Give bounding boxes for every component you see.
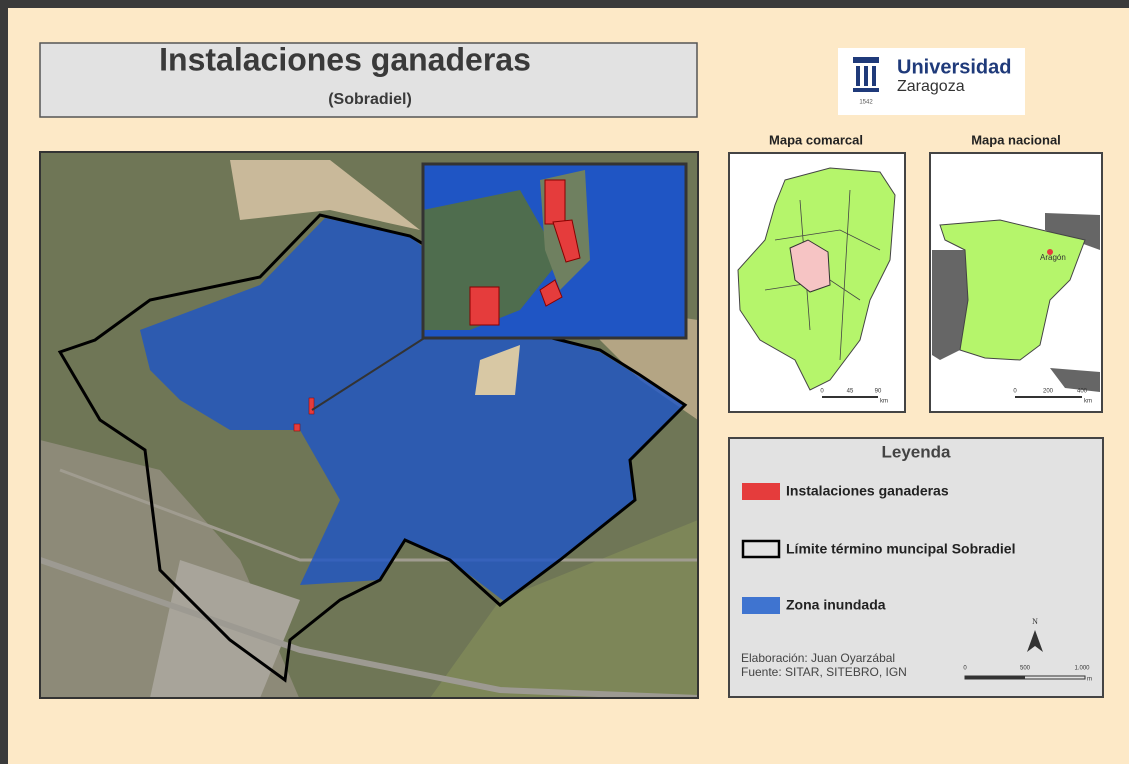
- scale-label: 45: [847, 389, 854, 395]
- scale-label: 400: [1077, 389, 1088, 395]
- livestock-facility: [309, 398, 314, 414]
- logo-year: 1542: [859, 100, 873, 106]
- scale-label: 90: [875, 389, 882, 395]
- scale-label: 1.000: [1074, 666, 1090, 672]
- map-layout: Instalaciones ganaderas (Sobradiel) 1542…: [0, 0, 1129, 764]
- scale-unit: m: [1087, 677, 1092, 683]
- map-title: Instalaciones ganaderas: [159, 41, 531, 77]
- inset-map: [423, 164, 686, 338]
- logo-name: Universidad: [897, 56, 1011, 78]
- aragon-label: Aragón: [1040, 253, 1066, 262]
- scale-label: 500: [1020, 666, 1031, 672]
- regional-map-title: Mapa comarcal: [769, 132, 863, 147]
- logo-city: Zaragoza: [897, 78, 965, 95]
- legend-label: Instalaciones ganaderas: [786, 483, 949, 499]
- livestock-facility: [470, 287, 499, 325]
- national-map-title: Mapa nacional: [971, 132, 1061, 147]
- scale-label: 200: [1043, 389, 1054, 395]
- legend-label: Zona inundada: [786, 597, 886, 613]
- livestock-facility: [294, 424, 300, 431]
- livestock-facility: [545, 180, 565, 224]
- credit-line: Fuente: SITAR, SITEBRO, IGN: [741, 665, 907, 679]
- legend-label: Límite término muncipal Sobradiel: [786, 541, 1015, 557]
- top-border: [0, 0, 1129, 8]
- map-subtitle: (Sobradiel): [328, 91, 412, 108]
- north-label: N: [1032, 617, 1038, 626]
- legend-swatch-flood: [742, 597, 780, 614]
- left-border: [0, 0, 8, 764]
- main-map: [40, 152, 698, 700]
- credit-line: Elaboración: Juan Oyarzábal: [741, 651, 895, 665]
- legend-swatch-facility: [742, 483, 780, 500]
- scale-unit: km: [880, 399, 888, 405]
- scale-unit: km: [1084, 399, 1092, 405]
- legend-title: Leyenda: [882, 442, 952, 461]
- scale-bar-segment: [965, 676, 1025, 679]
